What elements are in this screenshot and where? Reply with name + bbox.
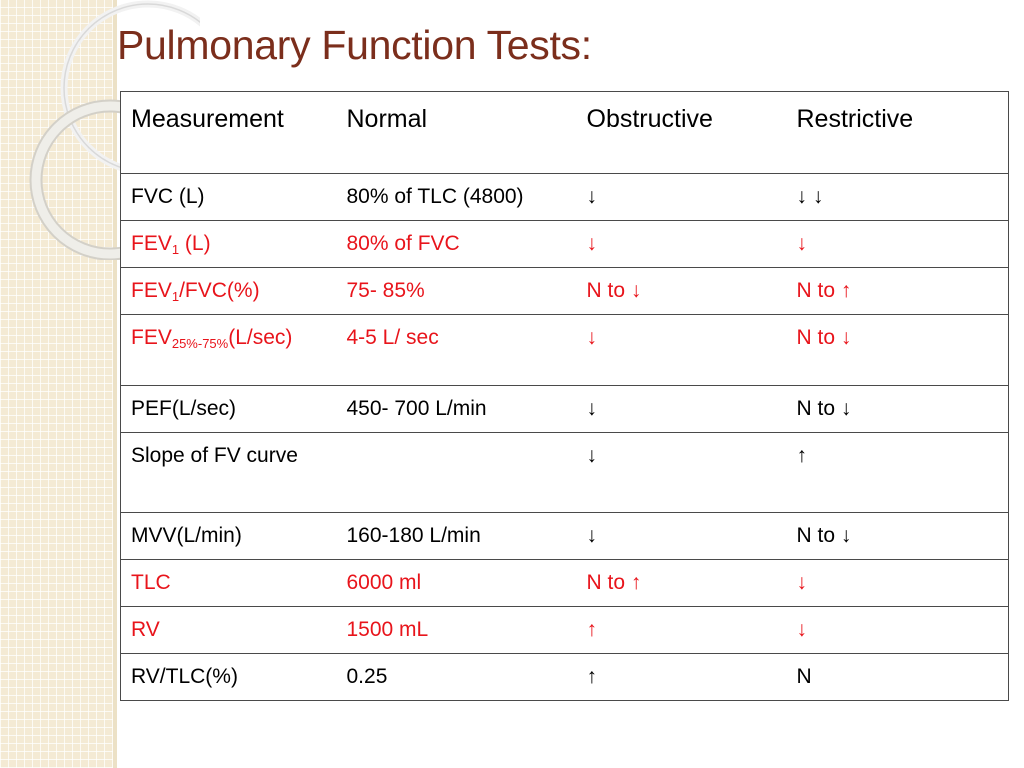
- table-row: Slope of FV curve ↓ ↑: [120, 432, 1009, 513]
- measurement-suffix: /FVC(%): [179, 279, 260, 302]
- cell-normal: 75- 85%: [336, 267, 577, 315]
- measurement-subscript: 1: [171, 289, 180, 304]
- cell-measurement: FVC (L): [120, 173, 337, 221]
- pft-table: Measurement Normal Obstructive Restricti…: [120, 91, 1009, 701]
- cell-restrictive: ↓: [786, 220, 1009, 268]
- table-row: TLC 6000 ml N to ↑ ↓: [120, 559, 1009, 607]
- header-normal: Normal: [336, 91, 577, 174]
- table-row: RV 1500 mL ↑ ↓: [120, 606, 1009, 654]
- cell-obstructive: ↓: [576, 314, 787, 386]
- cell-normal: 6000 ml: [336, 559, 577, 607]
- cell-obstructive: ↓: [576, 512, 787, 560]
- cell-normal: 450- 700 L/min: [336, 385, 577, 433]
- cell-measurement: FEV1/FVC(%): [120, 267, 337, 315]
- cell-measurement: Slope of FV curve: [120, 432, 337, 513]
- cell-obstructive: ↓: [576, 220, 787, 268]
- slide-title: Pulmonary Function Tests:: [117, 22, 592, 68]
- table-row: FEV1 (L) 80% of FVC ↓ ↓: [120, 220, 1009, 268]
- cell-restrictive: N: [786, 653, 1009, 701]
- cell-measurement: RV/TLC(%): [120, 653, 337, 701]
- table-row: FVC (L) 80% of TLC (4800) ↓ ↓ ↓: [120, 173, 1009, 221]
- measurement-suffix: (L/sec): [228, 326, 293, 349]
- cell-restrictive: N to ↓: [786, 385, 1009, 433]
- cell-restrictive: ↓: [786, 559, 1009, 607]
- cell-normal: 0.25: [336, 653, 577, 701]
- cell-obstructive: N to ↓: [576, 267, 787, 315]
- table-row: RV/TLC(%) 0.25 ↑ N: [120, 653, 1009, 701]
- cell-normal: [336, 432, 577, 513]
- cell-restrictive: ↓ ↓: [786, 173, 1009, 221]
- cell-measurement: RV: [120, 606, 337, 654]
- header-measurement: Measurement: [120, 91, 337, 174]
- cell-measurement: FEV25%-75%(L/sec): [120, 314, 337, 386]
- cell-measurement: PEF(L/sec): [120, 385, 337, 433]
- measurement-base: FEV: [131, 326, 172, 349]
- measurement-base: FEV: [131, 279, 172, 302]
- cell-measurement: TLC: [120, 559, 337, 607]
- cell-measurement: MVV(L/min): [120, 512, 337, 560]
- cell-restrictive: N to ↓: [786, 314, 1009, 386]
- measurement-suffix: (L): [179, 232, 211, 255]
- cell-obstructive: ↓: [576, 432, 787, 513]
- cell-normal: 160-180 L/min: [336, 512, 577, 560]
- cell-restrictive: N to ↓: [786, 512, 1009, 560]
- cell-normal: 1500 mL: [336, 606, 577, 654]
- cell-normal: 80% of TLC (4800): [336, 173, 577, 221]
- cell-obstructive: ↑: [576, 606, 787, 654]
- decorative-strip-edge: [113, 0, 117, 768]
- table-row: PEF(L/sec) 450- 700 L/min ↓ N to ↓: [120, 385, 1009, 433]
- measurement-subscript: 25%-75%: [171, 336, 229, 351]
- cell-obstructive: ↓: [576, 173, 787, 221]
- cell-restrictive: ↑: [786, 432, 1009, 513]
- table-header-row: Measurement Normal Obstructive Restricti…: [120, 91, 1009, 174]
- cell-restrictive: N to ↑: [786, 267, 1009, 315]
- cell-restrictive: ↓: [786, 606, 1009, 654]
- header-obstructive: Obstructive: [576, 91, 787, 174]
- measurement-base: FEV: [131, 232, 172, 255]
- measurement-subscript: 1: [171, 242, 180, 257]
- cell-obstructive: ↑: [576, 653, 787, 701]
- cell-normal: 80% of FVC: [336, 220, 577, 268]
- cell-obstructive: ↓: [576, 385, 787, 433]
- header-restrictive: Restrictive: [786, 91, 1009, 174]
- cell-measurement: FEV1 (L): [120, 220, 337, 268]
- cell-obstructive: N to ↑: [576, 559, 787, 607]
- table-row: FEV25%-75%(L/sec) 4-5 L/ sec ↓ N to ↓: [120, 314, 1009, 386]
- table-body: FVC (L) 80% of TLC (4800) ↓ ↓ ↓ FEV1 (L) 80% …: [120, 173, 1009, 701]
- table-row: FEV1/FVC(%) 75- 85% N to ↓ N to ↑: [120, 267, 1009, 315]
- table-row: MVV(L/min) 160-180 L/min ↓ N to ↓: [120, 512, 1009, 560]
- cell-normal: 4-5 L/ sec: [336, 314, 577, 386]
